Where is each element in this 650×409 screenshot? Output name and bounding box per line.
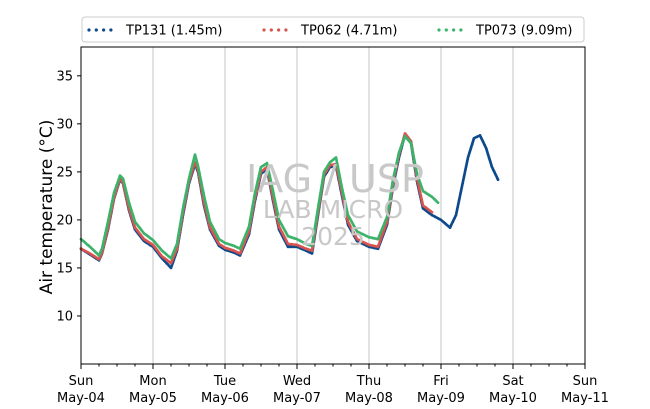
legend-marker — [444, 28, 448, 32]
legend-label: TP131 (1.45m) — [125, 24, 222, 39]
y-tick-label: 20 — [56, 213, 73, 228]
y-tick-label: 25 — [56, 165, 73, 180]
legend-entry-1: TP131 (1.45m) — [87, 24, 222, 39]
watermark-line-3: 2025 — [301, 222, 365, 251]
y-tick-label: 15 — [56, 261, 73, 276]
legend-marker — [459, 28, 463, 32]
legend-label: TP062 (4.71m) — [300, 24, 397, 39]
x-tick-label-day: Fri — [433, 374, 449, 389]
series-point — [430, 210, 434, 214]
y-tick-label: 35 — [56, 69, 73, 84]
legend-marker — [452, 28, 456, 32]
y-tick-label: 30 — [56, 117, 73, 132]
x-tick-label-date: May-10 — [489, 391, 537, 406]
legend-entry-2: TP062 (4.71m) — [262, 24, 397, 39]
x-tick-label-date: May-06 — [201, 391, 249, 406]
x-tick-label-date: May-11 — [561, 391, 609, 406]
y-tick-label: 10 — [56, 309, 73, 324]
legend-marker — [262, 28, 266, 32]
axes: 101520253035SunMay-04MonMay-05TueMay-06W… — [56, 46, 609, 406]
legend-marker — [102, 28, 106, 32]
legend-marker — [437, 28, 441, 32]
x-tick-label-day: Sat — [502, 374, 523, 389]
x-tick-label-day: Sun — [69, 374, 94, 389]
legend-marker — [277, 28, 281, 32]
legend-entry-3: TP073 (9.09m) — [437, 24, 572, 39]
x-tick-label-day: Wed — [283, 374, 311, 389]
watermark-line-1: IAG / USP — [246, 157, 424, 201]
legend-marker — [109, 28, 113, 32]
watermark-line-2: LAB MICRO — [263, 195, 403, 224]
series-point — [496, 178, 500, 181]
x-tick-label-date: May-09 — [417, 391, 465, 406]
legend-box — [81, 16, 585, 43]
legend-label: TP073 (9.09m) — [475, 24, 572, 39]
x-tick-label-date: May-08 — [345, 391, 393, 406]
legend-marker — [94, 28, 98, 32]
legend-marker — [284, 28, 288, 32]
x-tick-label-day: Sun — [573, 374, 598, 389]
x-tick-label-day: Mon — [139, 374, 166, 389]
legend-marker — [269, 28, 273, 32]
x-tick-label-day: Thu — [356, 374, 381, 389]
legend-marker — [87, 28, 91, 32]
x-tick-label-date: May-04 — [57, 391, 105, 406]
x-tick-label-day: Tue — [213, 374, 236, 389]
y-axis-label: Air temperature (°C) — [37, 120, 57, 295]
watermark: IAG / USP LAB MICRO 2025 — [246, 157, 424, 251]
plot-area — [79, 47, 514, 364]
series-point — [436, 201, 440, 205]
series-3 — [79, 134, 440, 260]
x-tick-label-date: May-05 — [129, 391, 177, 406]
legend: TP131 (1.45m) TP062 (4.71m) TP073 (9.09m) — [81, 16, 585, 43]
x-tick-label-date: May-07 — [273, 391, 321, 406]
